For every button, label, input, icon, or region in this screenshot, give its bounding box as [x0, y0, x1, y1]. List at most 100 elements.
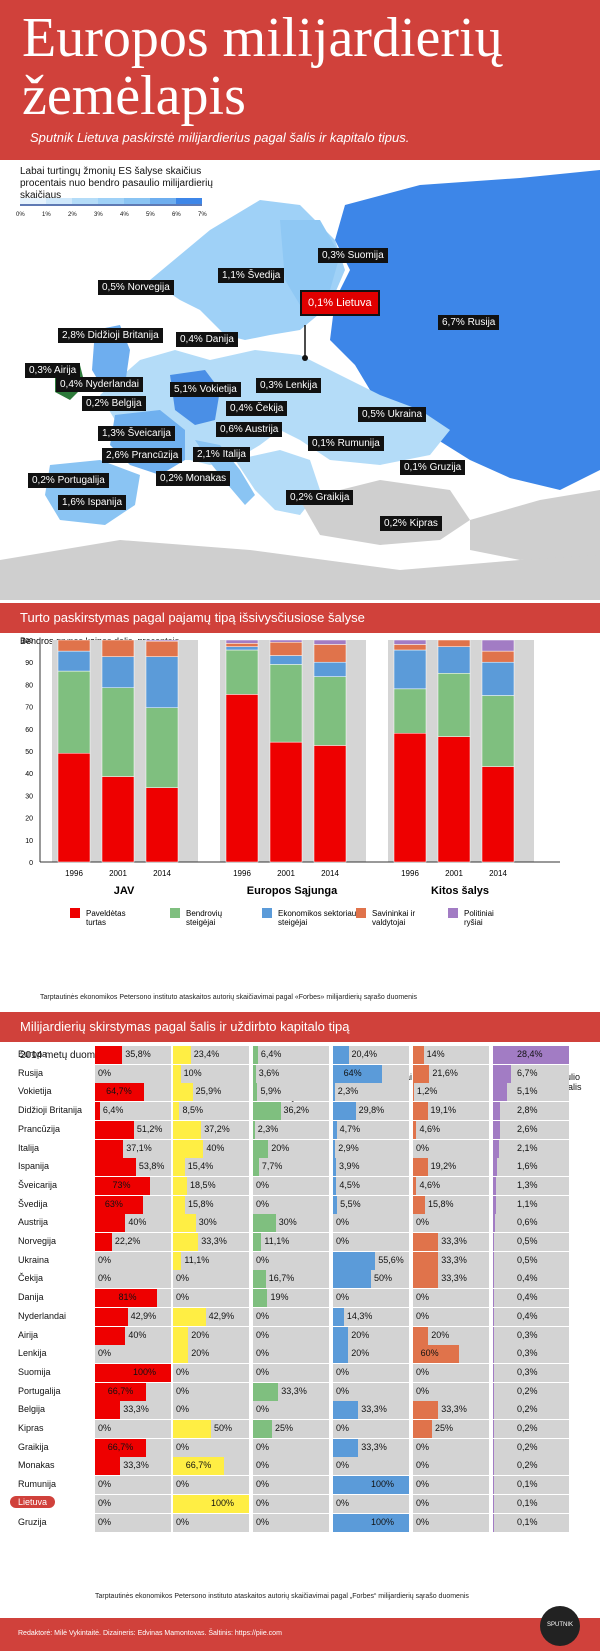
table-cell: 33,3% [253, 1382, 329, 1401]
cell-value: 19,1% [430, 1105, 457, 1116]
cell-bar [95, 1382, 146, 1401]
table-cell: 33,3% [413, 1233, 489, 1251]
cell-bar [253, 1083, 258, 1102]
table-row: Rumunija 0% 0% 0% 100% 0% 0,1% [0, 1476, 600, 1495]
cell-bar [173, 1046, 191, 1064]
cell-value: 0% [256, 1460, 270, 1471]
north-africa-shape [0, 540, 600, 600]
cell-value: 0% [176, 1404, 190, 1415]
cell-bar [493, 1158, 498, 1177]
table-row: Rusija 0% 10% 3,6% 64% 21,6% 6,7% [0, 1064, 600, 1083]
cell-value: 28,4% [517, 1049, 543, 1059]
cell-bar [253, 1046, 258, 1064]
cell-value: 33,3% [201, 1236, 227, 1246]
table-row: Nyderlandai 42,9% 42,9% 0% 14,3% 0% 0,4% [0, 1307, 600, 1326]
cell-value: 0% [256, 1254, 270, 1265]
table-cell: 0,1% [493, 1476, 569, 1495]
cell-value: 0,4% [517, 1310, 538, 1321]
bar-segment [101, 687, 135, 777]
cell-value: 100% [211, 1497, 235, 1508]
bar-segment [145, 639, 179, 642]
chart1-svg: Bendros grynos kainos dalis, procentais0… [20, 636, 560, 927]
table-cell: 0% [413, 1307, 489, 1326]
cell-value: 0% [336, 1497, 350, 1508]
bar-segment [269, 664, 303, 743]
table-row: Europa 35,8% 23,4% 6,4% 20,4% 14% 28,4% [0, 1046, 600, 1064]
subtitle: Sputnik Lietuva paskirstė milijardierius… [30, 130, 410, 145]
table-cell: 36,2% [253, 1102, 329, 1121]
cell-value: 30% [198, 1217, 217, 1228]
country-name: Norvegija [18, 1236, 57, 1246]
table-cell: 20% [173, 1326, 249, 1345]
table-cell: 28,4% [493, 1046, 569, 1064]
finland-shape [280, 220, 340, 305]
x-tick-label: 2001 [109, 869, 127, 878]
cell-bar [333, 1120, 337, 1139]
cell-value: 0,3% [517, 1366, 538, 1377]
cell-bar [95, 1401, 121, 1420]
table-cell: 20% [413, 1326, 489, 1345]
table-row: Austrija 40% 30% 30% 0% 0% 0,6% [0, 1214, 600, 1233]
bar-segment [269, 655, 303, 665]
cell-bar [413, 1046, 424, 1064]
table-cell: 0% [95, 1420, 171, 1438]
y-tick-label: 30 [25, 793, 33, 800]
cell-value: 15,8% [428, 1198, 454, 1209]
table-row: Šveicarija 73% 18,5% 0% 4,5% 4,6% 1,3% [0, 1176, 600, 1195]
cell-bar [493, 1064, 511, 1083]
bar-segment [393, 639, 427, 645]
map-label: 0,3% Lenkija [256, 378, 322, 393]
map-label: 2,8% Didžioji Britanija [58, 328, 163, 343]
table-cell: 20% [253, 1139, 329, 1158]
table-note: Tarptautinės ekonomikos Petersono instit… [95, 1593, 469, 1600]
title-line-2: žemėlapis [22, 65, 246, 127]
section1-band: Turto paskirstymas pagal pajamų tipą išs… [0, 603, 600, 633]
table-cell: 0% [413, 1457, 489, 1476]
cell-value: 0% [98, 1423, 112, 1433]
table-cell: 1,2% [413, 1083, 489, 1102]
table-cell: 50% [173, 1420, 249, 1438]
cell-bar [253, 1064, 256, 1083]
table-cell: 0% [253, 1513, 329, 1532]
cell-value: 11,1% [264, 1236, 290, 1246]
cell-value: 33,3% [361, 1441, 387, 1452]
cell-value: 0% [256, 1441, 270, 1452]
country-name: Prancūzija [18, 1123, 61, 1134]
cell-bar [493, 1046, 569, 1064]
legend-swatch [262, 908, 272, 918]
cell-value: 25,9% [195, 1086, 222, 1097]
cell-bar [333, 1139, 336, 1158]
cell-value: 20% [191, 1329, 210, 1340]
country-name: Danija [18, 1292, 44, 1303]
bar-segment [101, 776, 135, 863]
cell-bar [333, 1083, 335, 1102]
cell-bar [173, 1139, 204, 1158]
table-row: Vokietija 64,7% 25,9% 5,9% 2,3% 1,2% 5,1% [0, 1083, 600, 1102]
map-label: 0,1% Gruzija [400, 460, 466, 475]
cell-value: 0% [256, 1198, 270, 1209]
cell-value: 0,6% [517, 1217, 538, 1228]
cell-bar [95, 1102, 100, 1121]
cell-bar [95, 1289, 157, 1308]
country-name: Belgija [18, 1404, 46, 1415]
bar-segment [313, 644, 347, 663]
cell-bar [493, 1214, 495, 1233]
x-tick-label: 2001 [445, 869, 463, 878]
cell-bar [333, 1270, 371, 1289]
cell-value: 0% [416, 1460, 430, 1471]
table-cell: 15,8% [413, 1195, 489, 1214]
cell-value: 15,8% [188, 1198, 214, 1209]
table-cell: 11,1% [173, 1251, 249, 1270]
table-cell: 0% [173, 1438, 249, 1457]
table-cell: 0,3% [493, 1363, 569, 1382]
cell-value: 100% [371, 1479, 395, 1490]
table-cell: 60% [413, 1345, 489, 1364]
map-label: 0,2% Monakas [156, 471, 231, 486]
footer: Redaktorė: Milė Vykintaitė. Dizaineris: … [0, 1618, 600, 1651]
cell-value: 64% [343, 1067, 362, 1078]
country-name: Lietuva [10, 1495, 56, 1508]
map-label: 6,7% Rusija [438, 315, 500, 330]
cell-value: 30% [278, 1217, 297, 1228]
table-row: Ispanija 53,8% 15,4% 7,7% 3,9% 19,2% 1,6% [0, 1158, 600, 1177]
cell-value: 19% [270, 1292, 289, 1303]
